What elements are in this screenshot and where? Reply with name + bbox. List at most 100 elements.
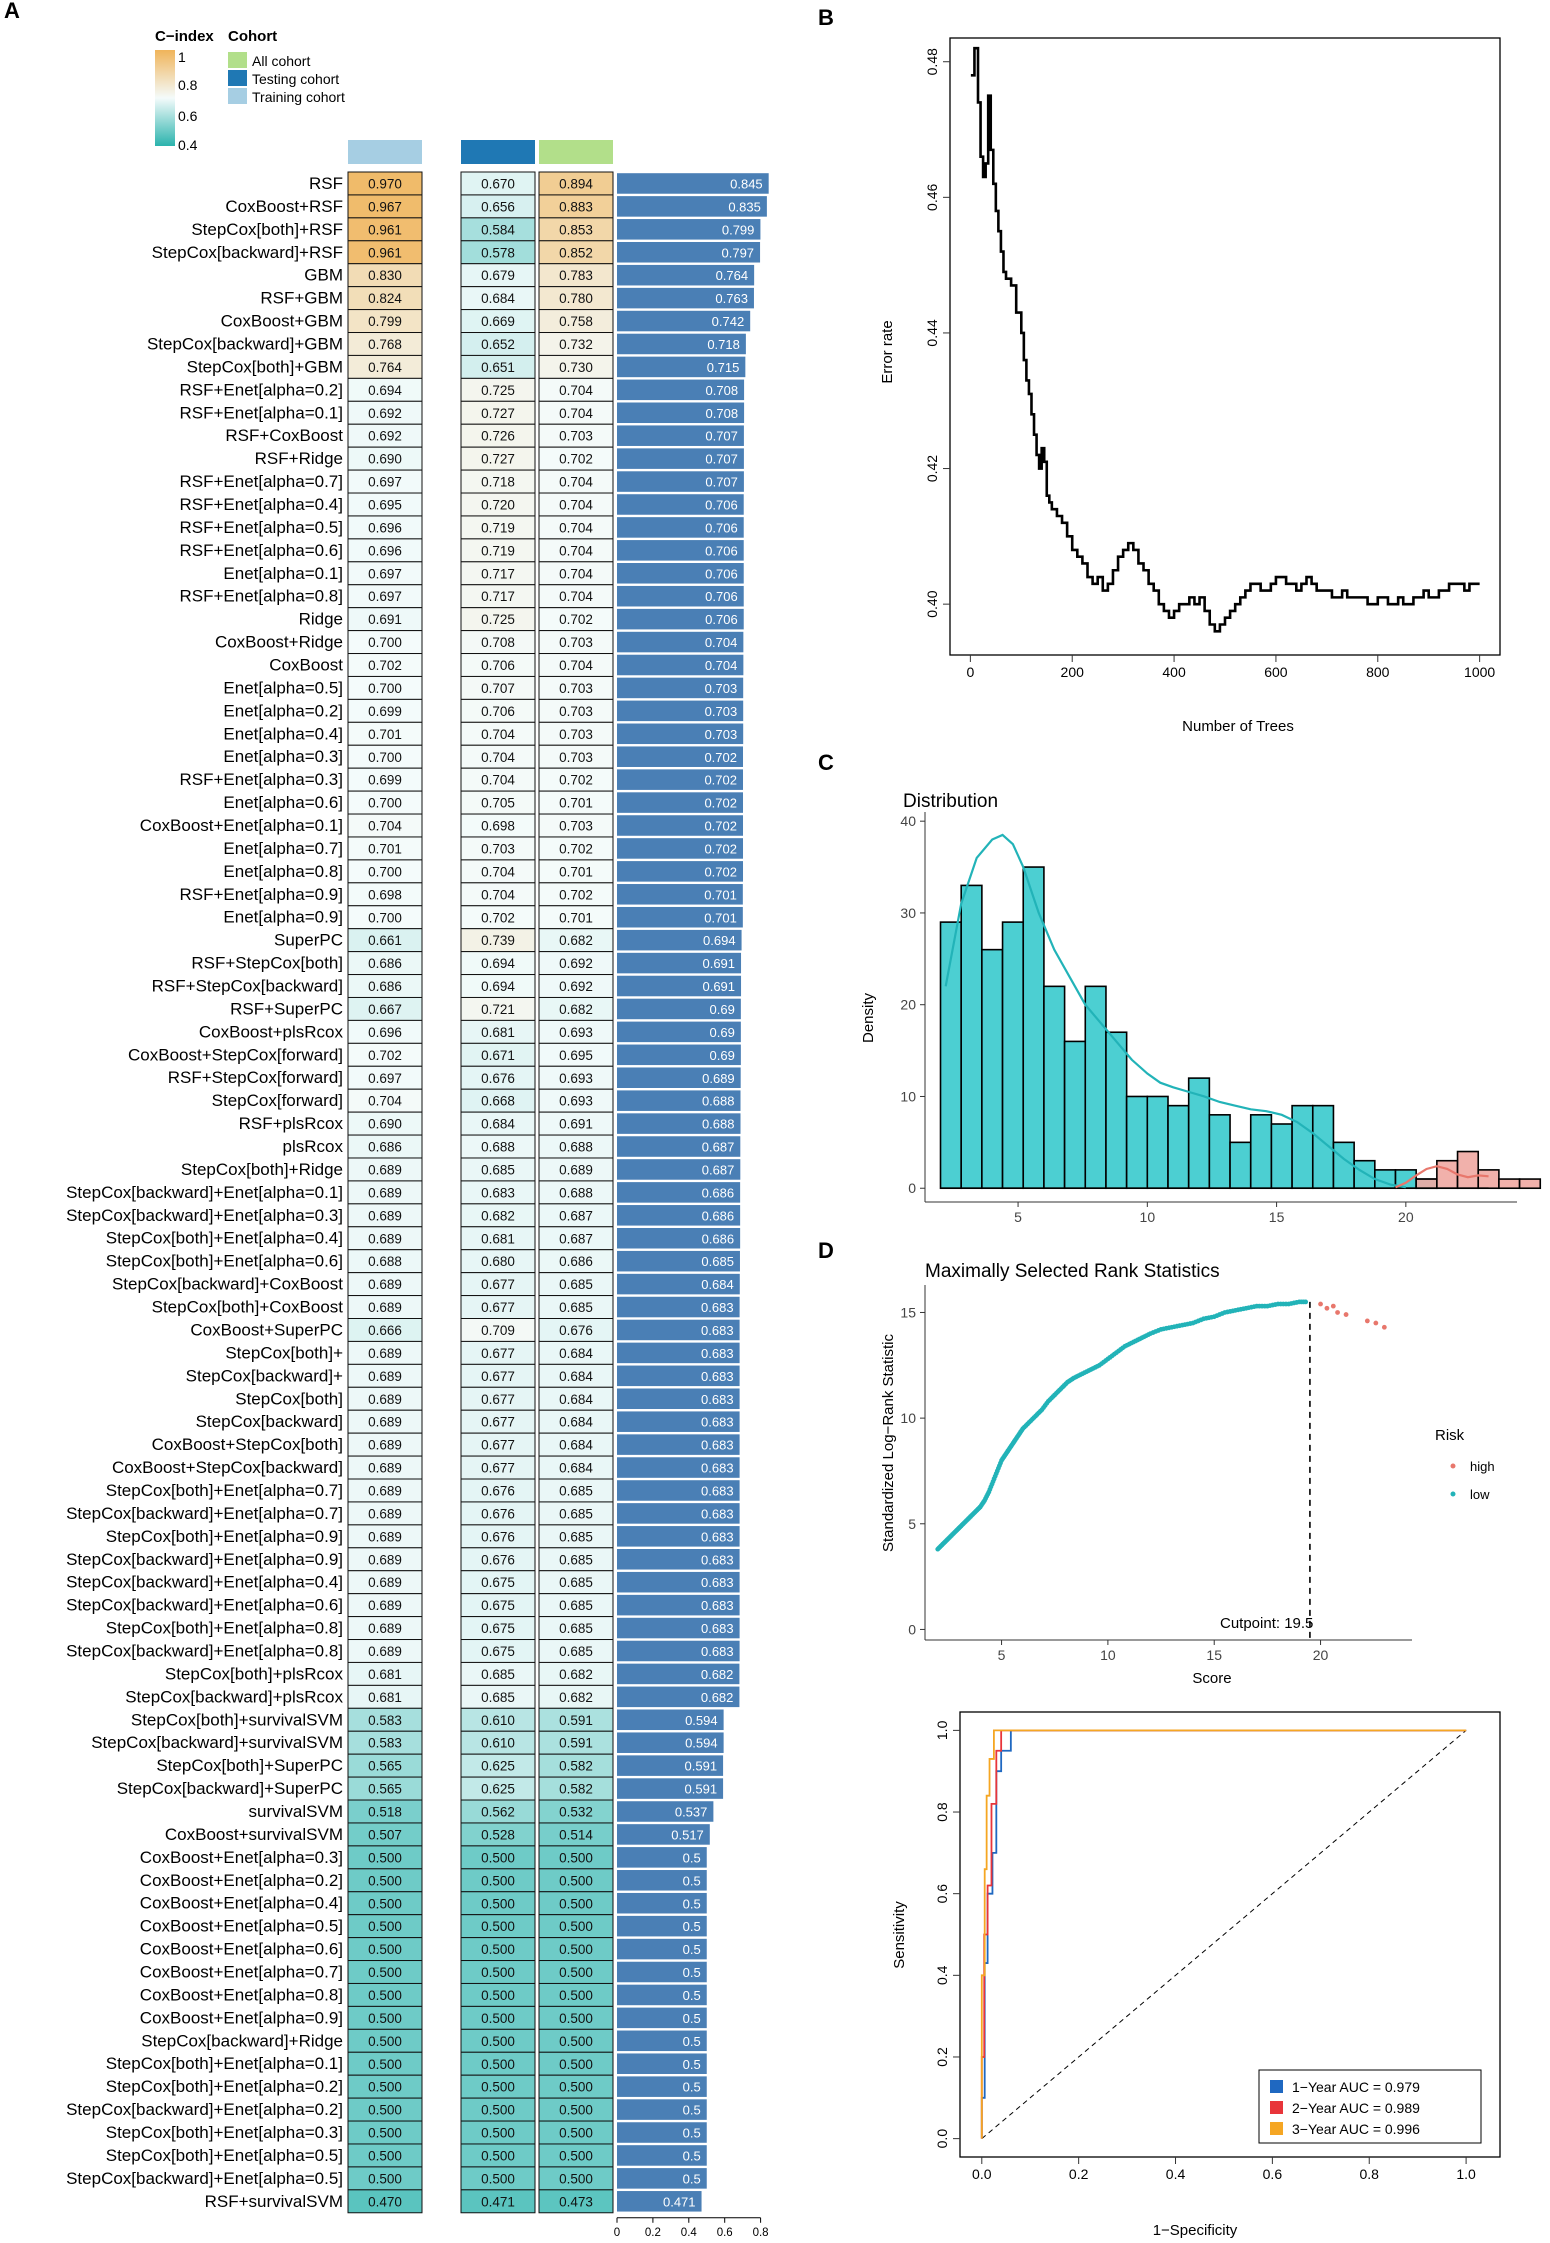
average-bar bbox=[617, 2191, 702, 2212]
model-label: StepCox[backward]+Enet[alpha=0.8] bbox=[66, 1641, 343, 1660]
average-bar-label: 0.5 bbox=[683, 1965, 701, 1980]
cindex-value-test: 0.675 bbox=[481, 1575, 515, 1590]
average-bar bbox=[617, 654, 744, 676]
cindex-legend-title: C−index bbox=[155, 28, 214, 45]
average-bar-label: 0.685 bbox=[701, 1254, 734, 1269]
risk-legend-low-label: low bbox=[1470, 1487, 1490, 1502]
cindex-legend: C−index 1 0.8 0.6 0.4 bbox=[155, 28, 214, 153]
histogram-bar-low bbox=[1146, 1095, 1169, 1190]
cindex-value-test: 0.500 bbox=[481, 2126, 515, 2141]
roc-legend-label-2: 2−Year AUC = 0.989 bbox=[1292, 2100, 1420, 2116]
x-tick-label: 0.2 bbox=[1069, 2166, 1089, 2182]
cindex-value-all: 0.685 bbox=[559, 1300, 593, 1315]
cindex-value-test: 0.719 bbox=[481, 543, 515, 558]
cindex-value-test: 0.500 bbox=[481, 2034, 515, 2049]
cindex-value-train: 0.681 bbox=[368, 1667, 402, 1682]
cindex-value-train: 0.500 bbox=[368, 1850, 402, 1865]
cindex-value-train: 0.689 bbox=[368, 1300, 402, 1315]
cindex-value-train: 0.691 bbox=[368, 612, 402, 627]
cindex-value-all: 0.684 bbox=[559, 1415, 593, 1430]
rank-point-low bbox=[1303, 1299, 1309, 1305]
cindex-value-test: 0.683 bbox=[481, 1185, 515, 1200]
model-label: CoxBoost+Enet[alpha=0.3] bbox=[140, 1848, 343, 1867]
risk-legend-high-dot bbox=[1450, 1463, 1456, 1469]
average-bar-label: 0.687 bbox=[702, 1140, 735, 1155]
model-label: StepCox[both] bbox=[235, 1389, 343, 1408]
average-bar bbox=[617, 631, 744, 653]
average-bar-label: 0.703 bbox=[705, 681, 738, 696]
model-label: CoxBoost+survivalSVM bbox=[165, 1825, 343, 1844]
average-bar bbox=[617, 1640, 740, 1662]
cindex-value-train: 0.689 bbox=[368, 1162, 402, 1177]
roc-curve-2 bbox=[980, 1729, 1467, 2139]
model-label: RSF+Enet[alpha=0.7] bbox=[179, 472, 343, 491]
cindex-value-train: 0.697 bbox=[368, 1071, 402, 1086]
distribution-ylabel: Density bbox=[860, 992, 877, 1043]
model-label: CoxBoost+Enet[alpha=0.6] bbox=[140, 1940, 343, 1959]
cindex-value-test: 0.677 bbox=[481, 1346, 515, 1361]
cindex-value-all: 0.758 bbox=[559, 314, 593, 329]
average-bar bbox=[617, 2076, 707, 2097]
x-tick-label: 20 bbox=[1313, 1647, 1329, 1663]
average-axis-tick-label: 0.2 bbox=[645, 2227, 661, 2239]
cindex-value-train: 0.688 bbox=[368, 1254, 402, 1269]
roc-legend-label-3: 3−Year AUC = 0.996 bbox=[1292, 2121, 1420, 2137]
model-label: StepCox[both]+GBM bbox=[187, 357, 343, 376]
cindex-value-all: 0.693 bbox=[559, 1094, 593, 1109]
average-bar bbox=[617, 1617, 740, 1639]
average-bar bbox=[617, 585, 744, 607]
cindex-value-all: 0.500 bbox=[559, 1942, 593, 1957]
model-label: Enet[alpha=0.9] bbox=[223, 908, 343, 927]
cindex-value-test: 0.698 bbox=[481, 819, 515, 834]
average-bar bbox=[617, 998, 741, 1020]
average-bar bbox=[617, 2122, 707, 2143]
cindex-tick-04: 0.4 bbox=[178, 137, 198, 153]
cindex-value-train: 0.518 bbox=[368, 1805, 402, 1820]
average-bar bbox=[617, 471, 744, 492]
x-tick-label: 10 bbox=[1100, 1647, 1116, 1663]
model-label: CoxBoost+Enet[alpha=0.7] bbox=[140, 1963, 343, 1982]
model-label: StepCox[both]+survivalSVM bbox=[131, 1710, 343, 1729]
average-bar bbox=[617, 1319, 740, 1341]
model-label: Enet[alpha=0.6] bbox=[223, 793, 343, 812]
cindex-value-test: 0.726 bbox=[481, 429, 515, 444]
cindex-value-train: 0.666 bbox=[368, 1323, 402, 1338]
rank-point-high bbox=[1381, 1324, 1387, 1330]
cindex-value-train: 0.700 bbox=[368, 796, 402, 811]
cindex-value-train: 0.696 bbox=[368, 543, 402, 558]
cindex-value-train: 0.500 bbox=[368, 2171, 402, 2186]
cindex-value-train: 0.704 bbox=[368, 1094, 402, 1109]
cindex-value-test: 0.670 bbox=[481, 177, 515, 192]
cindex-value-test: 0.684 bbox=[481, 1117, 515, 1132]
model-label: CoxBoost+Enet[alpha=0.5] bbox=[140, 1917, 343, 1936]
average-bar bbox=[617, 1503, 740, 1524]
cindex-value-all: 0.685 bbox=[559, 1506, 593, 1521]
model-label: SuperPC bbox=[274, 931, 343, 950]
average-bar bbox=[617, 1044, 741, 1066]
average-bar-label: 0.682 bbox=[701, 1667, 734, 1682]
cindex-value-all: 0.704 bbox=[559, 520, 593, 535]
cindex-value-all: 0.783 bbox=[559, 268, 593, 283]
cindex-value-all: 0.685 bbox=[559, 1598, 593, 1613]
model-label: Enet[alpha=0.4] bbox=[223, 724, 343, 743]
cindex-value-train: 0.961 bbox=[368, 245, 402, 260]
cindex-value-train: 0.696 bbox=[368, 520, 402, 535]
cindex-value-train: 0.686 bbox=[368, 979, 402, 994]
y-tick-label: 20 bbox=[900, 997, 916, 1013]
average-bar-label: 0.683 bbox=[701, 1598, 734, 1613]
average-bar bbox=[617, 494, 744, 515]
model-label: CoxBoost bbox=[269, 655, 343, 674]
cindex-value-train: 0.961 bbox=[368, 222, 402, 237]
cindex-value-train: 0.689 bbox=[368, 1529, 402, 1544]
cindex-value-train: 0.768 bbox=[368, 337, 402, 352]
y-tick-label: 0.2 bbox=[934, 2047, 950, 2067]
average-bar bbox=[617, 929, 742, 951]
average-bar bbox=[617, 1296, 740, 1318]
cindex-value-all: 0.682 bbox=[559, 1002, 593, 1017]
x-tick-label: 10 bbox=[1140, 1209, 1156, 1225]
histogram-bar-low bbox=[1063, 1040, 1087, 1190]
average-bar-label: 0.683 bbox=[701, 1644, 734, 1659]
cindex-value-test: 0.500 bbox=[481, 2171, 515, 2186]
cindex-value-train: 0.565 bbox=[368, 1759, 402, 1774]
model-label: StepCox[both]+Enet[alpha=0.9] bbox=[106, 1527, 343, 1546]
